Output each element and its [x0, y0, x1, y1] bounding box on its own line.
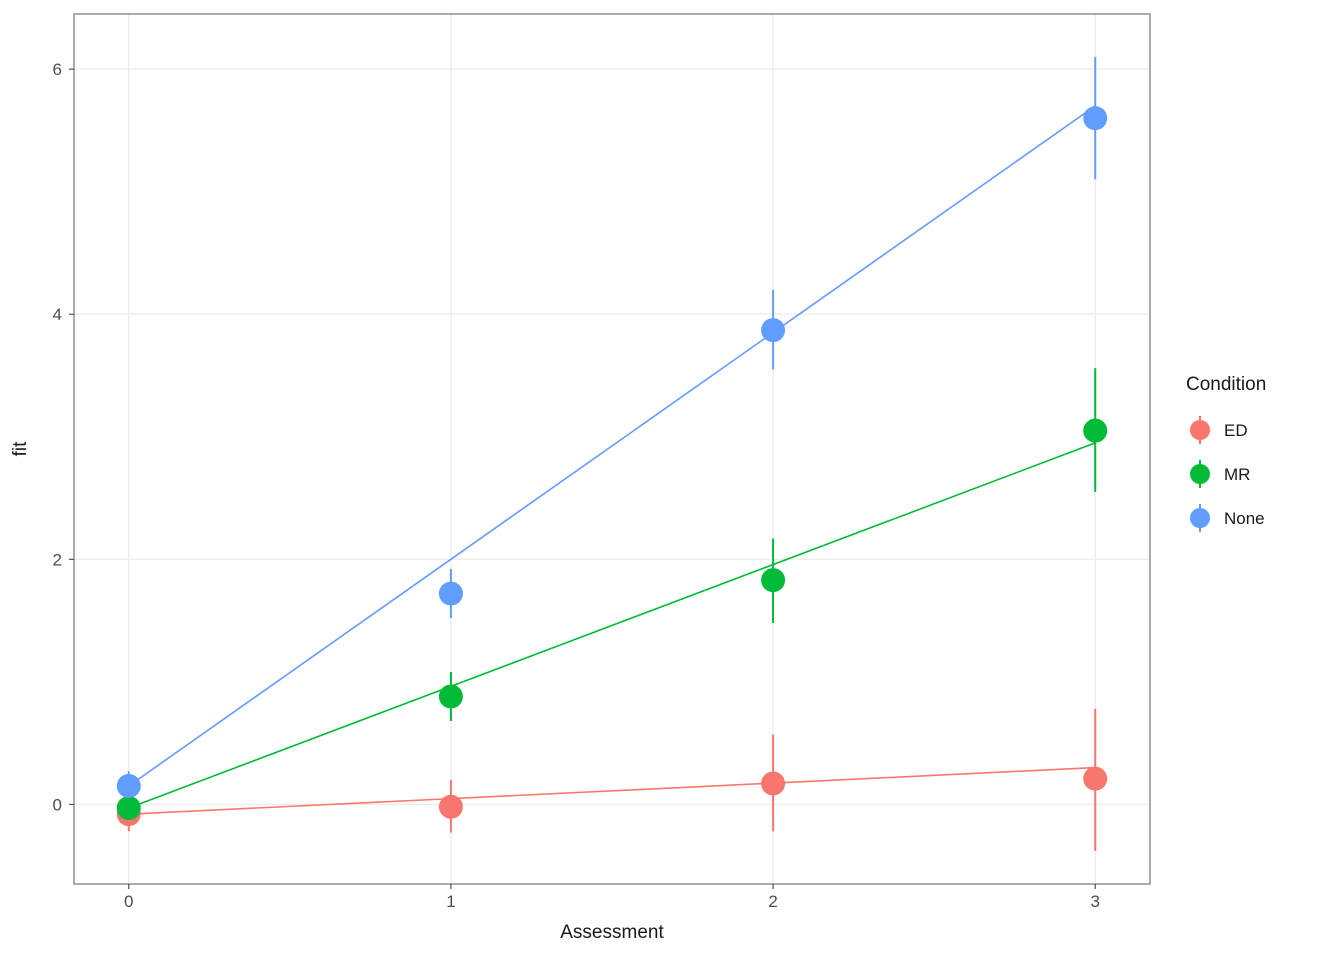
- y-tick-label: 6: [53, 60, 62, 79]
- y-tick-label: 4: [53, 305, 62, 324]
- x-tick-label: 0: [124, 892, 133, 911]
- chart-svg: 0 1 2 3 0 2 4 6 Assessment fit Condition ED MR None: [0, 0, 1344, 960]
- data-point: [1083, 767, 1107, 791]
- x-axis-title: Assessment: [560, 922, 664, 943]
- panel-bg: [74, 14, 1150, 884]
- data-point: [117, 796, 141, 820]
- data-point: [1083, 106, 1107, 130]
- legend-marker-icon: [1190, 420, 1210, 440]
- legend-label: None: [1224, 509, 1265, 528]
- data-point: [1083, 419, 1107, 443]
- x-tick-label: 1: [446, 892, 455, 911]
- legend-marker-icon: [1190, 508, 1210, 528]
- chart-container: 0 1 2 3 0 2 4 6 Assessment fit Condition ED MR None: [0, 0, 1344, 960]
- legend-marker-icon: [1190, 464, 1210, 484]
- data-point: [439, 685, 463, 709]
- data-point: [761, 568, 785, 592]
- y-tick-label: 0: [53, 795, 62, 814]
- data-point: [439, 795, 463, 819]
- x-tick-label: 3: [1090, 892, 1099, 911]
- y-axis-title: fit: [10, 441, 31, 457]
- legend-label: ED: [1224, 421, 1248, 440]
- data-point: [439, 582, 463, 606]
- y-tick-label: 2: [53, 550, 62, 569]
- x-tick-label: 2: [768, 892, 777, 911]
- legend-label: MR: [1224, 465, 1250, 484]
- legend-item: None: [1186, 504, 1265, 532]
- data-point: [761, 772, 785, 796]
- legend-title: Condition: [1186, 374, 1266, 395]
- data-point: [761, 318, 785, 342]
- data-point: [117, 774, 141, 798]
